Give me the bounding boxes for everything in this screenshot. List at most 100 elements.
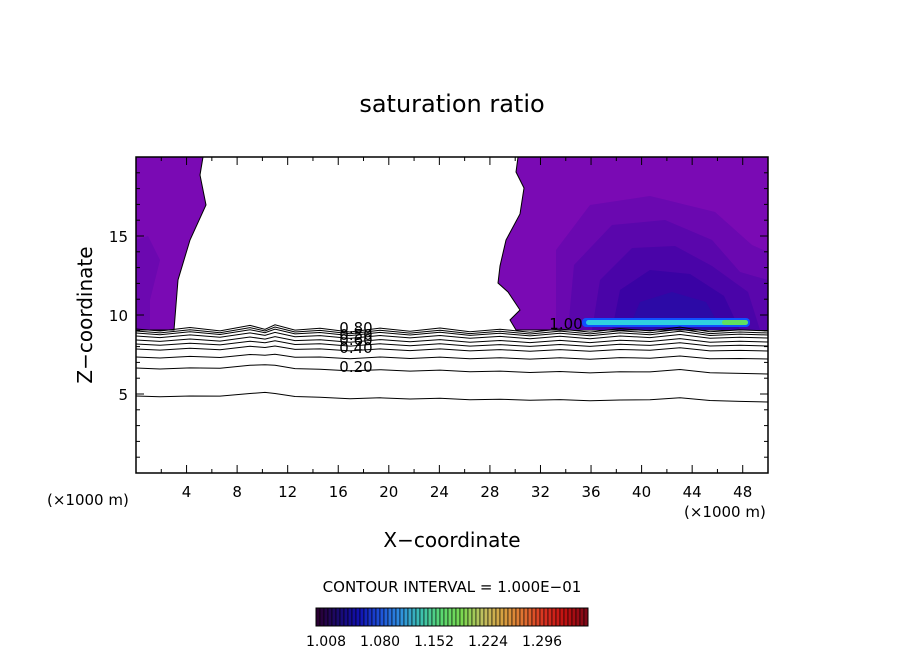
peak-band-inner [722,320,748,325]
colorbar-cell [351,607,357,627]
chart-title: saturation ratio [359,90,544,118]
colorbar-cell [475,607,481,627]
colorbar-cell [383,607,389,627]
x-tick-label: 40 [632,483,651,501]
colorbar-cell [583,607,589,627]
contour-line-0.3 [136,353,768,360]
colorbar-cell [415,607,421,627]
colorbar-cell [519,607,525,627]
colorbar-tick-label: 1.296 [522,634,562,650]
colorbar-tick-label: 1.224 [468,634,508,650]
y-tick-label: 10 [109,307,128,325]
contour-line-0.4 [136,345,768,352]
colorbar-cell [335,607,341,627]
colorbar-cell [395,607,401,627]
colorbar-cell [503,607,509,627]
x-ticks: 4 8 12 16 20 24 28 32 36 40 44 48 [160,157,752,501]
colorbar-cell [431,607,437,627]
x-tick-label: 48 [733,483,752,501]
x-tick-label: 36 [581,483,600,501]
colorbar-cell [367,607,373,627]
colorbar-cell [371,607,377,627]
colorbar-cell [339,607,345,627]
colorbar-cell [551,607,557,627]
colorbar-cell [447,607,453,627]
colorbar-tick-label: 1.008 [306,634,346,650]
colorbar-cell [419,607,425,627]
contour-label: 0.20 [339,358,372,376]
colorbar-cell [423,607,429,627]
colorbar-cell [527,607,533,627]
x-tick-label: 16 [329,483,348,501]
colorbar-cell [555,607,561,627]
colorbar-cell [515,607,521,627]
colorbar-cell [319,607,325,627]
x-unit-left: (×1000 m) [47,491,129,509]
colorbar-cell [567,607,573,627]
x-axis-label: X−coordinate [383,528,520,552]
colorbar-cell [347,607,353,627]
colorbar-cell [355,607,361,627]
x-unit-right: (×1000 m) [684,503,766,521]
x-tick-label: 28 [480,483,499,501]
peak-band-middle [586,320,748,325]
contour-label: 1.00 [549,315,582,333]
colorbar-cell [439,607,445,627]
colorbar-cell [471,607,477,627]
colorbar-cell [547,607,553,627]
colorbar-cell [463,607,469,627]
contour-line-0.2 [136,364,768,375]
colorbar-cell [343,607,349,627]
colorbar-labels: 1.008 1.080 1.152 1.224 1.296 [306,634,562,650]
colorbar-tick-label: 1.080 [360,634,400,650]
contour-label: 0.40 [339,339,372,357]
contour-label: 0.60 [339,331,372,349]
colorbar-cell [575,607,581,627]
colorbar-cell [427,607,433,627]
x-tick-label: 4 [182,483,192,501]
colorbar-cell [411,607,417,627]
x-tick-label: 44 [683,483,702,501]
x-tick-label: 8 [232,483,242,501]
colorbar-cell [495,607,501,627]
contour-line-0.1 [136,391,768,403]
colorbar-cell [391,607,397,627]
colorbar-cell [331,607,337,627]
contour-interval-text: CONTOUR INTERVAL = 1.000E−01 [323,578,582,596]
y-ticks: 5 10 15 [109,172,768,458]
colorbar-cell [443,607,449,627]
colorbar-cell [455,607,461,627]
colorbar-cell [491,607,497,627]
colorbar-cell [543,607,549,627]
inner-shade-left [136,236,160,330]
y-tick-label: 5 [118,386,128,404]
colorbar-cell [451,607,457,627]
colorbar-cell [479,607,485,627]
contour-line-0.5 [136,340,768,347]
colorbar-cell [523,607,529,627]
contour-line-1.0 [136,324,768,333]
colorbar-cell [559,607,565,627]
colorbar-cell [531,607,537,627]
x-tick-label: 20 [379,483,398,501]
contour-line-0.6 [136,336,768,344]
colorbar-cell [403,607,409,627]
contour-labels: 0.200.400.500.600.80 1.00 [339,315,582,376]
colorbar-cell [535,607,541,627]
colorbar-cell [487,607,493,627]
colorbar-cell [435,607,441,627]
colorbar-frame [315,607,589,627]
colorbar-cell [483,607,489,627]
y-tick-label: 15 [109,228,128,246]
contour-line-0.9 [136,326,768,335]
colorbar-cell [579,607,585,627]
colorbar-cell [539,607,545,627]
contour-label: 0.80 [339,319,372,337]
x-tick-label: 24 [430,483,449,501]
colorbar-cell [359,607,365,627]
contour-lines [136,324,768,403]
colorbar-tick-label: 1.152 [414,634,454,650]
colorbar-cell [363,607,369,627]
colorbar-cell [323,607,329,627]
